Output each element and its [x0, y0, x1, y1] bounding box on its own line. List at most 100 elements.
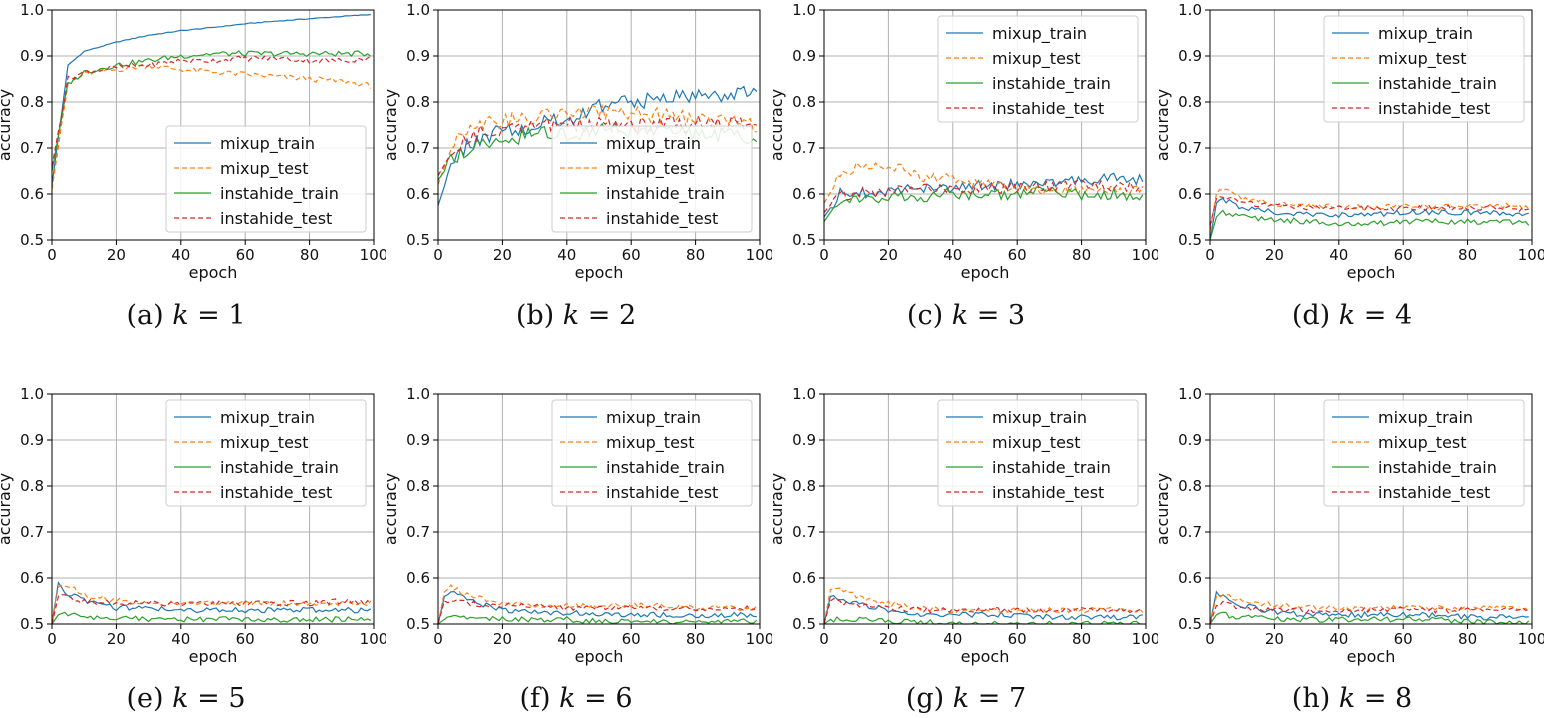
caption-eq: = 6	[584, 683, 633, 714]
series-line-mixup-train	[823, 172, 1144, 218]
legend-label-instahide-test: instahide_test	[992, 483, 1104, 503]
caption-k: k	[562, 300, 580, 331]
legend: mixup_train mixup_test instahide_traininst…	[937, 15, 1139, 123]
y-axis-label: accuracy	[386, 89, 400, 161]
x-tick-label: 60	[1394, 246, 1413, 264]
series-line-instahide-test	[51, 55, 372, 167]
y-tick-label: 0.8	[1178, 93, 1202, 111]
x-tick-label: 80	[1072, 630, 1091, 648]
series-line-instahide-test	[51, 594, 372, 625]
series-line-mixup-train	[1209, 590, 1529, 625]
caption-letter: (g)	[905, 683, 945, 714]
y-tick-label: 0.5	[20, 231, 44, 249]
y-tick-label: 0.6	[792, 185, 816, 203]
legend-box	[1323, 15, 1525, 123]
y-axis-label: accuracy	[772, 89, 786, 161]
series-line-instahide-train	[1209, 611, 1530, 625]
plot-frame	[823, 9, 1147, 241]
x-tick-label: 80	[300, 246, 319, 264]
x-tick-label: 20	[879, 630, 898, 648]
series-line-mixup-test	[51, 63, 372, 190]
caption-letter: (c)	[906, 300, 944, 331]
legend-label-instahide-train: instahide_train	[220, 184, 339, 204]
x-tick-label: 0	[47, 246, 57, 264]
y-tick-label: 1.0	[406, 385, 430, 403]
legend-box	[1323, 399, 1525, 507]
series-line-mixup-test	[437, 583, 758, 625]
panel-d: 0 20 40 60 80 100 0.5 0.6 0.7 0.8 0.9 1.0 epoch accur…	[1153, 0, 1544, 290]
x-tick-label: 20	[1265, 246, 1284, 264]
caption-eq: = 2	[587, 300, 637, 331]
x-tick-label: 20	[879, 246, 898, 264]
x-tick-label: 60	[622, 246, 641, 264]
y-tick-label: 0.6	[406, 185, 430, 203]
series-line-mixup-test	[51, 584, 372, 620]
y-tick-label: 1.0	[792, 1, 816, 19]
caption-letter: (d)	[1291, 300, 1331, 331]
legend-label-instahide-train: instahide_train	[220, 458, 339, 478]
legend-box	[165, 399, 367, 507]
legend-label-mixup-test: mixup_test	[220, 433, 309, 453]
plot-frame	[51, 9, 375, 241]
x-tick-label: 80	[686, 246, 705, 264]
legend: mixup_train mixup_test instahide_traininst…	[551, 125, 753, 233]
y-tick-label: 1.0	[406, 1, 430, 19]
caption-c: (c) k = 3	[866, 300, 1066, 331]
y-tick-label: 0.8	[406, 477, 430, 495]
y-tick-label: 0.8	[1178, 477, 1202, 495]
caption-letter: (e)	[126, 683, 164, 714]
y-tick-label: 0.9	[20, 431, 44, 449]
x-tick-label: 0	[819, 246, 829, 264]
y-tick-label: 0.8	[20, 477, 44, 495]
panel-a: 0 20 40 60 80 100 0.5 0.6 0.7 0.8 0.9 1.0 epoch accur…	[0, 0, 388, 290]
y-axis-label: accuracy	[1158, 473, 1172, 545]
caption-e: (e) k = 5	[86, 683, 286, 714]
y-tick-label: 0.9	[406, 431, 430, 449]
y-tick-label: 0.6	[20, 569, 44, 587]
y-tick-label: 0.9	[792, 47, 816, 65]
caption-a: (a) k = 1	[86, 300, 286, 331]
legend-label-mixup-train: mixup_train	[606, 408, 701, 428]
series-line-instahide-test	[437, 598, 758, 625]
caption-k: k	[1338, 300, 1356, 331]
x-tick-label: 100	[1132, 630, 1158, 648]
x-tick-label: 100	[746, 246, 772, 264]
x-tick-label: 60	[236, 630, 255, 648]
legend-label-instahide-train: instahide_train	[992, 458, 1111, 478]
y-tick-label: 0.6	[20, 185, 44, 203]
caption-b: (b) k = 2	[476, 300, 676, 331]
y-tick-label: 0.9	[1178, 431, 1202, 449]
x-tick-label: 80	[1072, 246, 1091, 264]
chart-svg: 0 20 40 60 80 100 0.5 0.6 0.7 0.8 0.9 1.0 epoch accur…	[767, 1, 1160, 282]
series-line-mixup-test	[823, 587, 1144, 625]
series-line-mixup-test	[823, 161, 1144, 204]
chart-svg: 0 20 40 60 80 100 0.5 0.6 0.7 0.8 0.9 1.0 epoch accur…	[0, 1, 388, 282]
legend-label-instahide-test: instahide_test	[606, 483, 718, 503]
series-line-instahide-test	[823, 597, 1143, 625]
y-tick-label: 0.6	[1178, 185, 1202, 203]
x-tick-label: 40	[557, 630, 576, 648]
series-line-mixup-train	[51, 580, 372, 625]
legend-label-instahide-train: instahide_train	[1378, 458, 1497, 478]
caption-letter: (a)	[126, 300, 164, 331]
x-tick-label: 20	[493, 630, 512, 648]
y-tick-label: 0.5	[792, 231, 816, 249]
legend: mixup_train mixup_test instahide_traininst…	[165, 399, 367, 507]
x-tick-label: 100	[1518, 246, 1544, 264]
y-tick-label: 0.7	[792, 523, 816, 541]
x-tick-label: 100	[360, 630, 386, 648]
legend-label-mixup-test: mixup_test	[606, 433, 695, 453]
y-tick-label: 0.5	[406, 231, 430, 249]
legend: mixup_train mixup_test instahide_traininst…	[551, 399, 753, 507]
series-line-mixup-test	[1209, 188, 1530, 231]
y-tick-label: 0.5	[1178, 231, 1202, 249]
series-line-instahide-test	[1209, 600, 1529, 625]
series-line-mixup-train	[1209, 197, 1529, 241]
y-axis-label: accuracy	[0, 473, 14, 545]
caption-eq: = 1	[197, 300, 246, 331]
y-tick-label: 0.7	[20, 523, 44, 541]
series-line-mixup-train	[51, 13, 371, 185]
x-tick-label: 0	[433, 246, 443, 264]
caption-letter: (h)	[1291, 683, 1331, 714]
caption-eq: = 7	[977, 683, 1027, 714]
